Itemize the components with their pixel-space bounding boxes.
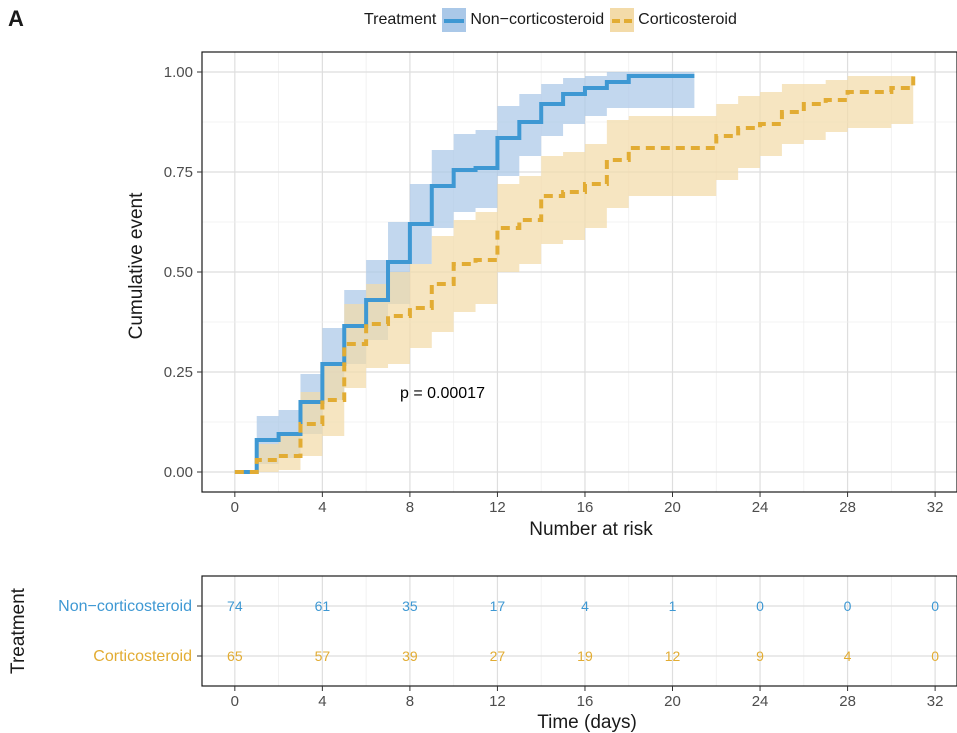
legend-key-line-1 (612, 19, 633, 23)
risk-value-non-corticosteroid: 35 (402, 598, 418, 614)
risk-value-non-corticosteroid: 0 (756, 598, 764, 614)
risk-value-non-corticosteroid: 74 (227, 598, 243, 614)
step-line-non-corticosteroid (234, 74, 695, 474)
legend-entry-non-corticosteroid: Non−corticosteroid (442, 8, 604, 32)
risk-table-ticks: 0 4 8 12 16 20 24 28 32 (231, 686, 944, 710)
panel-label: A (8, 6, 24, 31)
risk-value-corticosteroid: 57 (315, 648, 331, 664)
risk-value-corticosteroid: 65 (227, 648, 243, 664)
step-lines (234, 72, 916, 474)
risk-x-tick-label: 12 (489, 693, 506, 710)
risk-y-axis-title: Treatment (8, 587, 29, 674)
risk-value-non-corticosteroid: 0 (844, 598, 852, 614)
legend-key-line-0 (444, 19, 465, 23)
legend-entry-corticosteroid: Corticosteroid (610, 8, 737, 32)
risk-row-label-non-corticosteroid: Non−corticosteroid (58, 598, 192, 615)
p-value-annotation: p = 0.00017 (400, 385, 485, 402)
risk-x-tick-label: 4 (318, 693, 326, 710)
y-tick-label: 1.00 (164, 64, 193, 81)
risk-value-corticosteroid: 9 (756, 648, 764, 664)
x-tick-label: 24 (752, 499, 769, 516)
x-tick-label: 0 (231, 499, 239, 516)
confidence-band-corticosteroid (234, 72, 914, 472)
risk-value-corticosteroid: 12 (665, 648, 681, 664)
risk-x-tick-label: 8 (406, 693, 414, 710)
y-tick-label: 0.50 (164, 264, 193, 281)
risk-x-tick-label: 16 (577, 693, 594, 710)
risk-value-corticosteroid: 4 (844, 648, 852, 664)
risk-value-corticosteroid: 39 (402, 648, 418, 664)
risk-x-tick-label: 20 (664, 693, 681, 710)
legend-label-corticosteroid: Corticosteroid (638, 11, 737, 28)
risk-value-non-corticosteroid: 4 (581, 598, 589, 614)
x-tick-label: 16 (577, 499, 594, 516)
risk-value-corticosteroid: 0 (931, 648, 939, 664)
legend-label-non-corticosteroid: Non−corticosteroid (470, 11, 605, 28)
legend-key-corticosteroid (610, 8, 635, 32)
risk-x-tick-label: 0 (231, 693, 239, 710)
risk-value-non-corticosteroid: 17 (490, 598, 506, 614)
x-tick-label: 4 (318, 499, 326, 516)
y-tick-label: 0.75 (164, 164, 193, 181)
risk-value-non-corticosteroid: 1 (669, 598, 677, 614)
main-plot-ticks: 0 4 8 12 16 20 24 28 32 0.00 0.25 0.50 0.75 1.00 (164, 64, 944, 516)
risk-value-corticosteroid: 19 (577, 648, 593, 664)
legend: Treatment Non−corticosteroid Corticoster… (364, 8, 743, 32)
risk-value-corticosteroid: 27 (490, 648, 506, 664)
x-tick-label: 28 (839, 499, 856, 516)
legend-title: Treatment (364, 11, 437, 28)
main-y-axis-title: Cumulative event (126, 192, 147, 340)
risk-row-label-corticosteroid: Corticosteroid (93, 648, 192, 665)
risk-value-non-corticosteroid: 0 (931, 598, 939, 614)
risk-table-values: 74 61 35 17 4 1 0 0 0 65 57 39 27 19 12 9 4 0 (197, 598, 939, 664)
x-tick-label: 8 (406, 499, 414, 516)
legend-key-non-corticosteroid (442, 8, 467, 32)
x-tick-label: 32 (927, 499, 944, 516)
y-tick-label: 0.00 (164, 464, 193, 481)
x-tick-label: 20 (664, 499, 681, 516)
risk-x-tick-label: 24 (752, 693, 769, 710)
risk-table-grid (202, 576, 957, 686)
y-tick-label: 0.25 (164, 364, 193, 381)
risk-table-border (201, 575, 957, 687)
main-x-axis-title: Number at risk (529, 519, 653, 540)
step-line-corticosteroid (234, 72, 916, 474)
risk-value-non-corticosteroid: 61 (315, 598, 331, 614)
x-tick-label: 12 (489, 499, 506, 516)
risk-x-axis-title: Time (days) (537, 712, 637, 733)
risk-x-tick-label: 32 (927, 693, 944, 710)
risk-x-tick-label: 28 (839, 693, 856, 710)
